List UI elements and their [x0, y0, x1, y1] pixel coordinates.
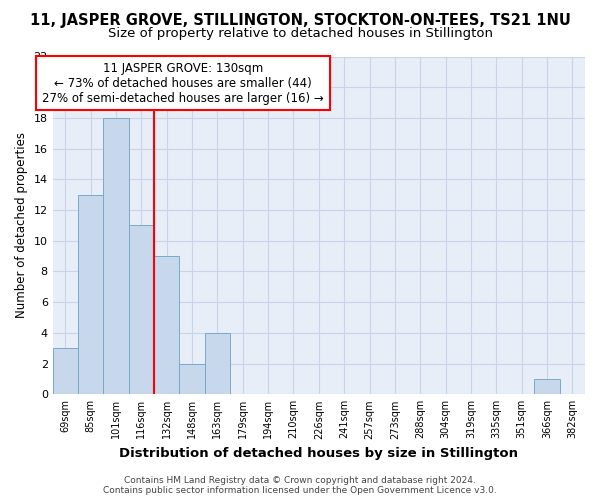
Bar [535, 379, 560, 394]
Y-axis label: Number of detached properties: Number of detached properties [15, 132, 28, 318]
Text: 11, JASPER GROVE, STILLINGTON, STOCKTON-ON-TEES, TS21 1NU: 11, JASPER GROVE, STILLINGTON, STOCKTON-… [29, 12, 571, 28]
Text: Contains HM Land Registry data © Crown copyright and database right 2024.
Contai: Contains HM Land Registry data © Crown c… [103, 476, 497, 495]
X-axis label: Distribution of detached houses by size in Stillington: Distribution of detached houses by size … [119, 447, 518, 460]
Bar [154, 256, 179, 394]
Text: 11 JASPER GROVE: 130sqm
← 73% of detached houses are smaller (44)
27% of semi-de: 11 JASPER GROVE: 130sqm ← 73% of detache… [42, 62, 324, 104]
Bar [179, 364, 205, 394]
Bar [53, 348, 78, 395]
Bar [78, 194, 103, 394]
Bar [129, 226, 154, 394]
Bar [205, 333, 230, 394]
Text: Size of property relative to detached houses in Stillington: Size of property relative to detached ho… [107, 28, 493, 40]
Bar [103, 118, 129, 394]
